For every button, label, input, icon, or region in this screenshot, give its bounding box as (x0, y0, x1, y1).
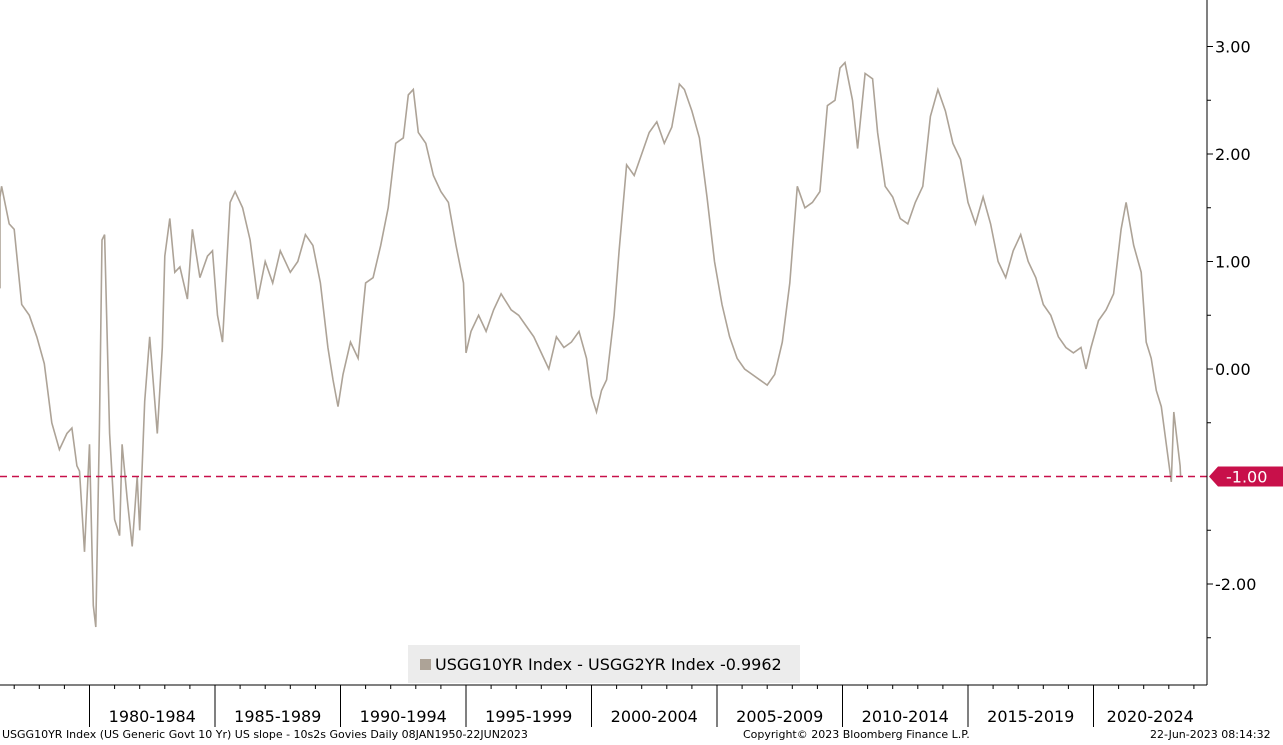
x-category-label: 2015-2019 (987, 707, 1074, 726)
x-category-label: 2020-2024 (1107, 707, 1194, 726)
y-tick-label: 2.00 (1215, 145, 1251, 164)
x-category-label: 2000-2004 (611, 707, 698, 726)
x-category-label: 1990-1994 (360, 707, 447, 726)
x-ticks (13, 685, 1195, 727)
x-category-labels: 1980-1984 1985-1989 1990-1994 1995-1999 2000… (109, 707, 1194, 726)
reference-tag-label: -1.00 (1226, 468, 1267, 487)
y-tick-label: 1.00 (1215, 253, 1251, 272)
y-tick-label: -2.00 (1215, 575, 1256, 594)
x-category-label: 1980-1984 (109, 707, 196, 726)
plot-area (0, 60, 1207, 628)
y-tick-label: 0.00 (1215, 360, 1251, 379)
y-tick-label: 3.00 (1215, 38, 1251, 57)
reference-tag-shape (1209, 466, 1283, 487)
series-line (0, 60, 1182, 628)
footer-series-description: USGG10YR Index (US Generic Govt 10 Yr) U… (2, 728, 528, 741)
x-category-label: 1985-1989 (234, 707, 321, 726)
legend: USGG10YR Index - USGG2YR Index -0.9962 (408, 645, 800, 683)
x-category-label: 2010-2014 (862, 707, 949, 726)
reference-value-tag: -1.00 (1209, 466, 1283, 487)
footer-timestamp: 22-Jun-2023 08:14:32 (1150, 728, 1271, 741)
x-category-label: 2005-2009 (736, 707, 823, 726)
legend-label: USGG10YR Index - USGG2YR Index -0.9962 (435, 654, 782, 674)
legend-swatch (420, 658, 431, 670)
y-ticks: 3.00 2.00 1.00 0.00 -2.00 (1207, 38, 1256, 639)
footer-copyright: Copyright© 2023 Bloomberg Finance L.P. (743, 728, 970, 741)
x-category-label: 1995-1999 (485, 707, 572, 726)
